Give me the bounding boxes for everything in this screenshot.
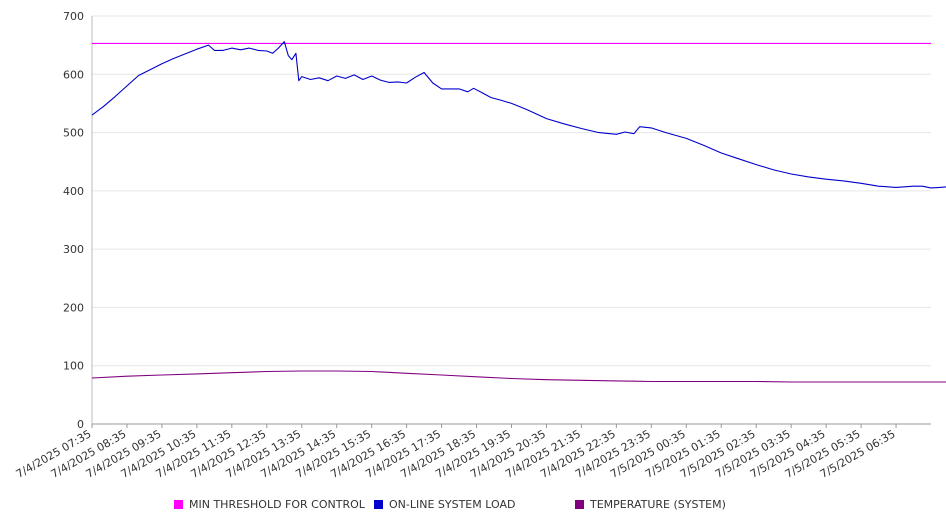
y-tick-label: 700 bbox=[63, 10, 84, 23]
legend-label-min-threshold: MIN THRESHOLD FOR CONTROL bbox=[189, 498, 365, 511]
chart-legend: MIN THRESHOLD FOR CONTROL ON-LINE SYSTEM… bbox=[0, 498, 946, 518]
y-tick-label: 200 bbox=[63, 301, 84, 314]
series-layer bbox=[91, 41, 946, 383]
y-tick-label: 600 bbox=[63, 68, 84, 81]
legend-swatch-temperature bbox=[575, 500, 584, 509]
temperature-line bbox=[91, 370, 946, 383]
legend-swatch-min-threshold bbox=[174, 500, 183, 509]
legend-item-system-load[interactable]: ON-LINE SYSTEM LOAD bbox=[374, 498, 515, 511]
y-tick-label: 300 bbox=[63, 243, 84, 256]
legend-label-temperature: TEMPERATURE (SYSTEM) bbox=[590, 498, 726, 511]
system-load-line bbox=[91, 41, 946, 189]
y-tick-label: 400 bbox=[63, 185, 84, 198]
y-tick-label: 500 bbox=[63, 127, 84, 140]
legend-label-system-load: ON-LINE SYSTEM LOAD bbox=[389, 498, 516, 511]
legend-swatch-system-load bbox=[374, 500, 383, 509]
legend-item-temperature[interactable]: TEMPERATURE (SYSTEM) bbox=[575, 498, 726, 511]
y-tick-label: 100 bbox=[63, 360, 84, 373]
y-tick-label: 0 bbox=[77, 418, 84, 431]
legend-item-min-threshold[interactable]: MIN THRESHOLD FOR CONTROL bbox=[174, 498, 365, 511]
grid-layer bbox=[92, 15, 931, 425]
axis-layer bbox=[91, 16, 931, 428]
